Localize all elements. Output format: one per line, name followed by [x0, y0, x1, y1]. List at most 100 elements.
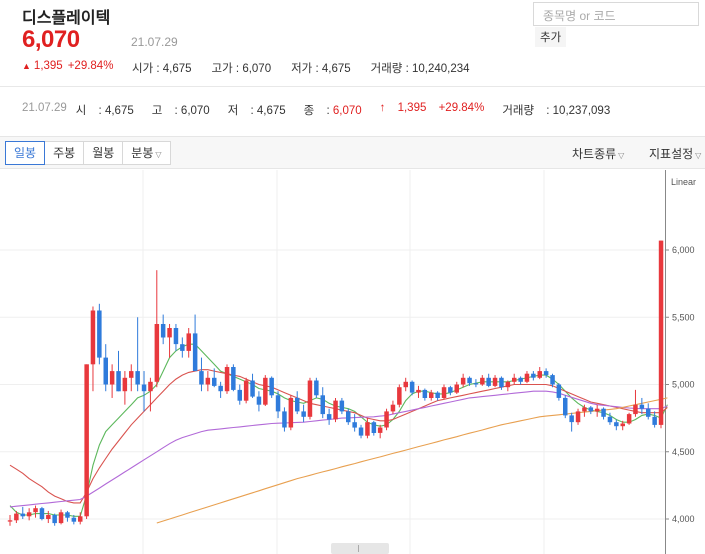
- candle-body: [339, 400, 345, 412]
- stat-volume: 거래량 : 10,240,234: [370, 63, 470, 75]
- candle-body: [620, 423, 625, 427]
- detail-volume: 거래량 : 10,237,093: [502, 105, 611, 117]
- y-tick-label: 6,000: [672, 245, 695, 255]
- candle-body: [7, 520, 13, 522]
- candle-body: [333, 400, 338, 420]
- candle-body: [358, 427, 364, 436]
- candle-body: [20, 513, 25, 517]
- candle-body: [454, 384, 459, 393]
- detail-row: 21.07.29 시 : 4,675 고 : 6,070 저 : 4,675 종…: [22, 102, 628, 118]
- candle-body: [173, 328, 179, 345]
- stat-open: 시가 : 4,675: [132, 63, 192, 75]
- candle-body: [390, 404, 396, 412]
- candle-body: [626, 414, 632, 424]
- candle-body: [288, 397, 294, 428]
- candle-body: [460, 377, 466, 385]
- candle-body: [154, 324, 160, 382]
- chevron-down-icon: ▽: [155, 150, 162, 159]
- candle-body: [199, 371, 204, 385]
- candle-body: [256, 396, 262, 405]
- stock-name: 디스플레이텍: [22, 10, 111, 27]
- candle-body: [314, 380, 319, 396]
- candle-body: [429, 392, 434, 398]
- candle-body: [550, 375, 555, 385]
- candle-body: [231, 367, 236, 390]
- candle-body: [52, 515, 57, 524]
- candle-body: [78, 516, 83, 522]
- chevron-down-icon: ▽: [695, 151, 702, 160]
- candle-body: [639, 404, 645, 409]
- candle-body: [371, 422, 377, 433]
- candle-body: [39, 508, 45, 519]
- candle-body: [326, 414, 332, 420]
- search-input[interactable]: 종목명 or 코드: [533, 2, 699, 26]
- stats-row: 시가 : 4,675 고가 : 6,070 저가 : 4,675 거래량 : 1…: [132, 60, 470, 76]
- candle-body: [492, 377, 498, 386]
- candle-body: [250, 380, 255, 397]
- candle-body: [269, 377, 274, 396]
- candle-body: [614, 422, 619, 427]
- stat-low: 저가 : 4,675: [291, 63, 351, 75]
- candle-body: [467, 377, 472, 384]
- period-tabs: 일봉 주봉 월봉 분봉 ▽: [5, 141, 171, 165]
- candle-body: [282, 411, 287, 428]
- candle-body: [122, 377, 128, 392]
- up-arrow-icon: ↑: [379, 102, 386, 114]
- candle-body: [473, 383, 479, 385]
- candle-body: [575, 411, 581, 423]
- candle-body: [594, 408, 600, 412]
- candle-body: [531, 373, 536, 378]
- candle-body: [212, 377, 217, 386]
- candle-body: [192, 333, 198, 372]
- tab-monthly[interactable]: 월봉: [84, 141, 124, 165]
- candle-body: [416, 389, 421, 393]
- candle-body: [295, 397, 300, 412]
- price-change: ▲ 1,395 +29.84%: [22, 60, 113, 72]
- tab-daily[interactable]: 일봉: [5, 141, 46, 165]
- candle-body: [84, 364, 89, 517]
- tab-weekly[interactable]: 주봉: [45, 141, 85, 165]
- candle-body: [543, 371, 549, 376]
- detail-change: ↑ 1,395 +29.84%: [379, 102, 485, 114]
- candle-body: [218, 385, 223, 392]
- candle-body: [556, 384, 562, 398]
- candle-body: [97, 310, 102, 358]
- moving-average-line: [9, 369, 668, 504]
- candle-body: [307, 380, 313, 417]
- add-button[interactable]: 추가: [535, 27, 567, 47]
- y-tick-label: 4,000: [672, 514, 695, 524]
- candle-body: [237, 389, 242, 401]
- detail-close: 종 : 6,070: [303, 105, 362, 117]
- quote-date: 21.07.29: [131, 35, 178, 49]
- chart-scroll-handle[interactable]: [331, 543, 389, 554]
- candle-body: [435, 392, 440, 398]
- candle-body: [58, 512, 64, 524]
- candle-body: [377, 427, 383, 433]
- candle-body: [275, 395, 281, 412]
- candle-body: [109, 371, 115, 385]
- candle-body: [205, 377, 211, 385]
- candle-body: [448, 387, 453, 393]
- grip-icon: [358, 545, 359, 552]
- y-tick-label: 5,500: [672, 312, 695, 322]
- candle-body: [384, 411, 389, 428]
- candle-body: [148, 381, 153, 392]
- candle-body: [33, 508, 38, 513]
- indicator-settings-dropdown[interactable]: 지표설정 ▽: [649, 147, 702, 161]
- candlestick-chart[interactable]: Linear 4,000 4,500 5,000 5,500 6,000: [0, 170, 705, 554]
- chart-type-dropdown[interactable]: 차트종류 ▽: [572, 147, 625, 161]
- candle-body: [582, 407, 587, 412]
- candle-body: [499, 377, 504, 388]
- y-tick-label: 5,000: [672, 380, 695, 390]
- candle-body: [646, 408, 651, 417]
- candle-body: [365, 422, 370, 436]
- candle-body: [180, 344, 185, 351]
- candle-body: [652, 416, 657, 425]
- tab-minute[interactable]: 분봉 ▽: [123, 141, 171, 165]
- y-tick-label: 4,500: [672, 447, 695, 457]
- candle-body: [135, 371, 140, 385]
- candle-body: [103, 357, 108, 385]
- change-percent: +29.84%: [67, 60, 114, 72]
- candle-body: [505, 381, 511, 388]
- candle-body: [486, 377, 491, 386]
